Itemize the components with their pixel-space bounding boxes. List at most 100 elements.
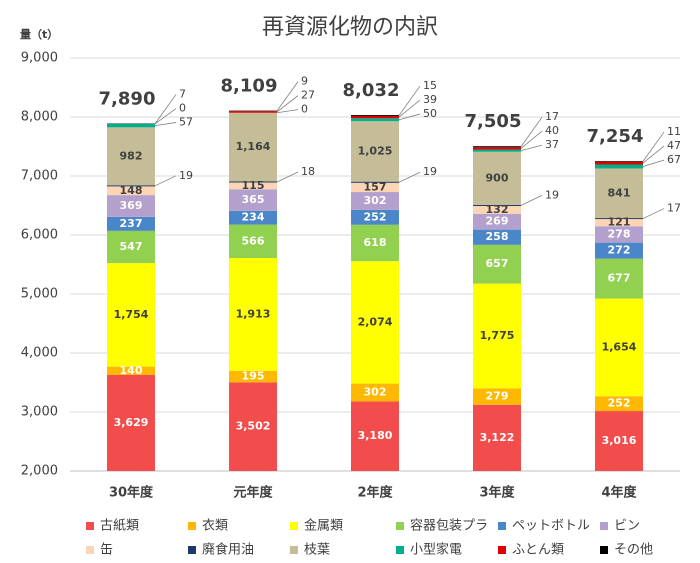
data-label: 19 [545, 188, 559, 201]
leader-line [520, 195, 543, 206]
bar-segment [107, 123, 155, 128]
bar-segment [351, 209, 399, 225]
data-label: 121 [608, 216, 631, 229]
legend-marker [188, 546, 196, 554]
data-label: 195 [242, 370, 265, 383]
data-label: 15 [423, 79, 437, 92]
leader-line [520, 130, 543, 149]
data-label: 369 [120, 199, 143, 212]
data-label: 17 [545, 110, 559, 123]
data-label: 19 [179, 169, 193, 182]
bar-segment [351, 224, 399, 262]
data-label: 677 [608, 272, 631, 285]
data-label: 17 [667, 202, 681, 215]
y-tick-label: 8,000 [21, 110, 58, 125]
data-label: 1,025 [358, 144, 393, 157]
bar-segment [229, 112, 277, 182]
data-label: 269 [486, 215, 509, 228]
legend-label: ペットボトル [512, 519, 590, 534]
bar-segment [473, 388, 521, 405]
data-label: 47 [667, 139, 681, 152]
bar-segment [229, 181, 277, 183]
bar-segment [229, 189, 277, 211]
total-label: 8,032 [343, 80, 400, 101]
data-label: 1,754 [114, 308, 149, 321]
data-label: 67 [667, 153, 681, 166]
leader-line [642, 208, 665, 219]
bar-segment [473, 229, 521, 245]
leader-line [398, 85, 421, 116]
bar-segment [107, 195, 155, 217]
data-label: 1,913 [236, 307, 271, 320]
total-label: 7,890 [99, 89, 156, 110]
total-label: 8,109 [221, 76, 278, 97]
leader-line [154, 94, 177, 124]
data-label: 19 [423, 165, 437, 178]
y-tick-label: 9,000 [21, 51, 58, 66]
y-tick-label: 3,000 [21, 405, 58, 420]
bar-segment [595, 242, 643, 259]
data-label: 0 [179, 102, 186, 115]
data-label: 279 [486, 390, 509, 403]
data-label: 258 [486, 230, 509, 243]
bar-segment [595, 411, 643, 471]
legend-marker [86, 522, 94, 530]
data-label: 50 [423, 107, 437, 120]
bar-segment [351, 115, 399, 119]
bar-segment [473, 147, 521, 150]
data-label: 3,180 [358, 429, 393, 442]
data-label: 657 [486, 257, 509, 270]
y-tick-label: 2,000 [21, 464, 58, 479]
legend-marker [600, 522, 608, 530]
data-label: 1,654 [602, 340, 637, 353]
leader-line [154, 108, 177, 125]
data-label: 40 [545, 124, 559, 137]
legend-label: 古紙類 [100, 519, 139, 534]
bar-segment [351, 118, 399, 122]
bar-segment [229, 224, 277, 259]
bar-segment [473, 205, 521, 214]
y-tick-label: 5,000 [21, 287, 58, 302]
y-axis-label: 量（t） [20, 28, 58, 41]
data-label: 37 [545, 138, 559, 151]
total-label: 7,505 [465, 111, 522, 132]
x-tick-label: 2年度 [357, 485, 393, 501]
leader-line [276, 81, 299, 112]
bar-segment [473, 146, 521, 148]
data-label: 278 [608, 227, 631, 240]
leader-line [154, 175, 177, 187]
data-label: 547 [120, 240, 143, 253]
data-label: 1,775 [480, 329, 515, 342]
y-tick-label: 4,000 [21, 346, 58, 361]
legend-marker [290, 522, 298, 530]
data-label: 3,502 [236, 420, 271, 433]
data-label: 7 [179, 88, 186, 101]
data-label: 39 [423, 93, 437, 106]
data-label: 252 [364, 210, 387, 223]
data-label: 157 [364, 180, 387, 193]
legend-label: 枝葉 [304, 543, 330, 558]
data-label: 27 [301, 89, 315, 102]
bar-segment [107, 374, 155, 471]
data-label: 132 [486, 203, 509, 216]
bar-segment [351, 181, 399, 183]
bar-segment [473, 204, 521, 206]
data-label: 982 [120, 149, 143, 162]
total-label: 7,254 [587, 126, 644, 147]
x-tick-label: 元年度 [233, 485, 273, 501]
x-tick-label: 4年度 [601, 485, 637, 501]
bar-segment [107, 263, 155, 367]
leader-line [276, 171, 299, 183]
legend-label: 廃食用油 [202, 542, 254, 558]
bar-segment [595, 168, 643, 219]
bar-segment [107, 185, 155, 187]
legend-label: ふとん類 [512, 543, 564, 558]
bar-segment [473, 213, 521, 230]
data-label: 3,016 [602, 434, 637, 447]
data-label: 252 [608, 397, 631, 410]
y-tick-label: 6,000 [21, 228, 58, 243]
data-label: 115 [242, 179, 265, 192]
bar-segment [473, 244, 521, 284]
data-label: 9 [301, 75, 308, 88]
bar-segment [595, 226, 643, 243]
